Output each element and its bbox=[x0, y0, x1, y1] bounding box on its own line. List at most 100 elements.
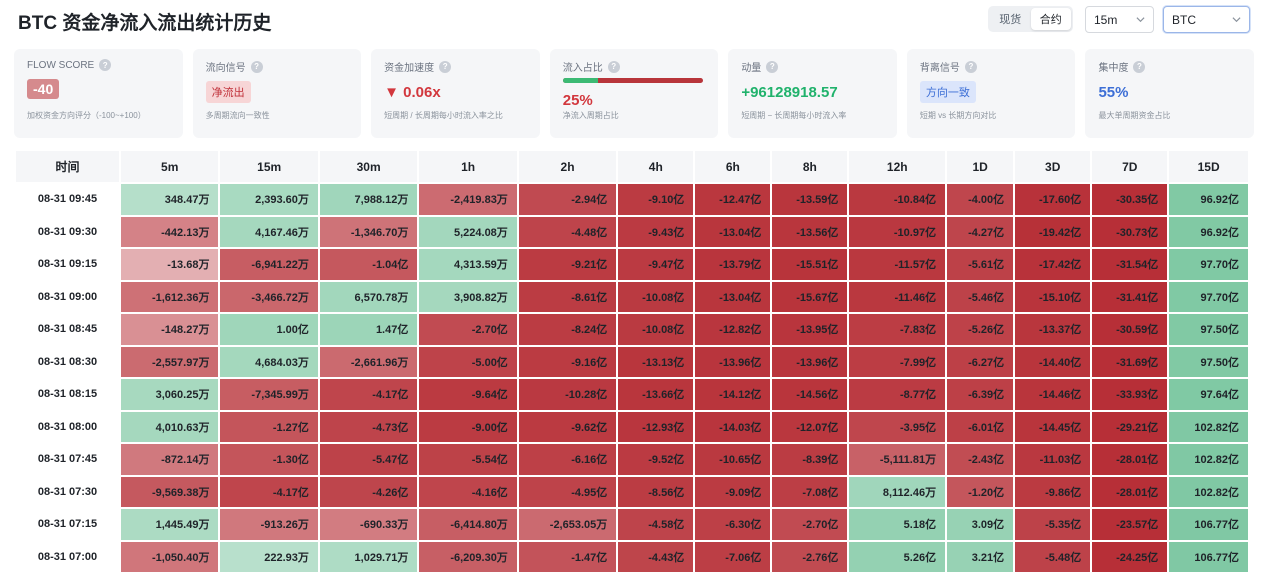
chevron-down-icon bbox=[1232, 17, 1241, 23]
flow-cell: -9.52亿 bbox=[618, 444, 694, 475]
flow-cell: 96.92亿 bbox=[1169, 184, 1248, 215]
column-header-5m: 5m bbox=[121, 151, 219, 182]
flow-cell: -7.06亿 bbox=[695, 541, 771, 572]
flow-cell: 97.50亿 bbox=[1169, 346, 1248, 377]
help-icon[interactable]: ? bbox=[766, 60, 779, 73]
tab-spot[interactable]: 现货 bbox=[999, 14, 1022, 26]
flow-cell: -1.04亿 bbox=[319, 249, 418, 280]
flow-cell: -13.79亿 bbox=[695, 249, 771, 280]
help-icon[interactable]: ? bbox=[1133, 60, 1146, 73]
flow-cell: -17.60亿 bbox=[1015, 184, 1091, 215]
flow-cell: -15.67亿 bbox=[772, 281, 848, 312]
card-label-text: 资金加速度 bbox=[384, 63, 435, 74]
flow-cell: -30.73亿 bbox=[1092, 216, 1168, 247]
flow-cell: -9.43亿 bbox=[618, 216, 694, 247]
row-time: 08-31 07:45 bbox=[16, 444, 119, 475]
column-header-15m: 15m bbox=[220, 151, 318, 182]
flow-cell: -12.93亿 bbox=[618, 411, 694, 442]
flow-cell: 1,445.49万 bbox=[121, 509, 219, 540]
flow-cell: -2.43亿 bbox=[947, 444, 1014, 475]
flow-cell: -5.47亿 bbox=[319, 444, 418, 475]
flow-cell: 4,313.59万 bbox=[419, 249, 517, 280]
card-label-text: 背离信号 bbox=[919, 63, 960, 74]
flow-cell: -12.07亿 bbox=[772, 411, 848, 442]
flow-cell: -13.56亿 bbox=[772, 216, 848, 247]
flow-cell: -9,569.38万 bbox=[121, 476, 219, 507]
flow-cell: -6.30亿 bbox=[695, 509, 771, 540]
flow-cell: -913.26万 bbox=[220, 509, 318, 540]
flow-cell: -4.00亿 bbox=[947, 184, 1014, 215]
table-header-row: 时间 5m 15m 30m 1h 2h 4h 6h 8h 12h 1D 3D 7D 15D bbox=[16, 151, 1248, 182]
flow-cell: -6,941.22万 bbox=[220, 249, 318, 280]
card-label: 资金加速度? bbox=[384, 59, 527, 74]
flow-cell: -2,653.05万 bbox=[518, 509, 617, 540]
help-icon[interactable]: ? bbox=[250, 60, 263, 73]
card-label-text: 流入占比 bbox=[562, 63, 603, 74]
row-time: 08-31 07:00 bbox=[16, 541, 119, 572]
flow-cell: -6.01亿 bbox=[947, 411, 1014, 442]
help-icon[interactable]: ? bbox=[607, 60, 620, 73]
card-divergence: 背离信号? 方向一致 短期 vs 长期方向对比 bbox=[906, 49, 1076, 138]
table-row: 08-31 08:00 4,010.63万 -1.27亿 -4.73亿 -9.00亿 -9… bbox=[16, 411, 1248, 442]
flow-cell: -1,346.70万 bbox=[319, 216, 418, 247]
card-value-wrap: 方向一致 bbox=[919, 81, 1063, 103]
card-label: 流入占比? bbox=[563, 59, 706, 74]
flow-cell: -5.35亿 bbox=[1015, 509, 1091, 540]
flow-cell: -13.95亿 bbox=[772, 314, 848, 345]
card-value-wrap: ▼ 0.06x bbox=[384, 81, 527, 103]
card-label-text: 集中度 bbox=[1098, 63, 1129, 74]
flow-cell: -2.76亿 bbox=[772, 541, 848, 572]
flow-cell: -6.27亿 bbox=[947, 346, 1014, 377]
flow-cell: 2,393.60万 bbox=[220, 184, 318, 215]
flow-cell: 102.82亿 bbox=[1169, 476, 1248, 507]
flow-cell: -12.82亿 bbox=[695, 314, 771, 345]
symbol-select[interactable]: BTC bbox=[1163, 6, 1250, 33]
flow-cell: -13.13亿 bbox=[618, 346, 694, 377]
card-value: 25% bbox=[562, 91, 593, 109]
flow-cell: -2.94亿 bbox=[518, 184, 617, 215]
table-row: 08-31 07:45 -872.14万 -1.30亿 -5.47亿 -5.54亿 -6.… bbox=[16, 444, 1248, 475]
card-value-wrap: 净流出 bbox=[205, 81, 349, 103]
flow-cell: -1.30亿 bbox=[220, 444, 318, 475]
help-icon[interactable]: ? bbox=[964, 60, 977, 73]
flow-cell: -9.10亿 bbox=[618, 184, 694, 215]
card-value: +96128918.57 bbox=[741, 83, 838, 101]
flow-cell: -29.21亿 bbox=[1092, 411, 1168, 442]
flow-cell: -8.24亿 bbox=[518, 314, 617, 345]
help-icon[interactable]: ? bbox=[439, 60, 452, 73]
flow-cell: 5.26亿 bbox=[849, 541, 946, 572]
flow-cell: -5.26亿 bbox=[947, 314, 1014, 345]
inflow-progress-bar bbox=[562, 78, 703, 83]
column-header-1D: 1D bbox=[947, 151, 1014, 182]
flow-cell: -1,612.36万 bbox=[121, 281, 219, 312]
flow-cell: -2,661.96万 bbox=[319, 346, 418, 377]
flow-cell: -10.65亿 bbox=[695, 444, 771, 475]
flow-cell: -30.35亿 bbox=[1092, 184, 1168, 215]
flow-cell: 4,010.63万 bbox=[121, 411, 219, 442]
interval-select[interactable]: 15m bbox=[1085, 6, 1154, 33]
flow-cell: -31.69亿 bbox=[1092, 346, 1168, 377]
flow-cell: -28.01亿 bbox=[1092, 476, 1168, 507]
flow-cell: -5.54亿 bbox=[419, 444, 517, 475]
flow-cell: -4.26亿 bbox=[319, 476, 418, 507]
flow-cell: -4.17亿 bbox=[220, 476, 318, 507]
card-value-wrap: 55% bbox=[1098, 81, 1241, 103]
help-icon[interactable]: ? bbox=[99, 59, 112, 71]
row-time: 08-31 08:15 bbox=[16, 379, 119, 410]
flow-cell: -3,466.72万 bbox=[220, 281, 318, 312]
flow-cell: -2,557.97万 bbox=[121, 346, 219, 377]
flow-cell: -9.64亿 bbox=[419, 379, 517, 410]
flow-cell: 5.18亿 bbox=[849, 509, 946, 540]
flow-cell: -690.33万 bbox=[319, 509, 418, 540]
flow-cell: -442.13万 bbox=[121, 216, 219, 247]
tab-futures[interactable]: 合约 bbox=[1030, 8, 1071, 30]
flow-cell: 5,224.08万 bbox=[419, 216, 517, 247]
flow-cell: -6.39亿 bbox=[947, 379, 1014, 410]
flow-cell: 3,060.25万 bbox=[121, 379, 219, 410]
flow-cell: 3.09亿 bbox=[947, 509, 1014, 540]
flow-cell: -5.61亿 bbox=[947, 249, 1014, 280]
flow-cell: -4.27亿 bbox=[947, 216, 1014, 247]
table-row: 08-31 09:00 -1,612.36万 -3,466.72万 6,570.78万… bbox=[16, 281, 1248, 312]
row-time: 08-31 07:30 bbox=[16, 476, 119, 507]
table-row: 08-31 09:30 -442.13万 4,167.46万 -1,346.70万 5,… bbox=[16, 216, 1248, 247]
